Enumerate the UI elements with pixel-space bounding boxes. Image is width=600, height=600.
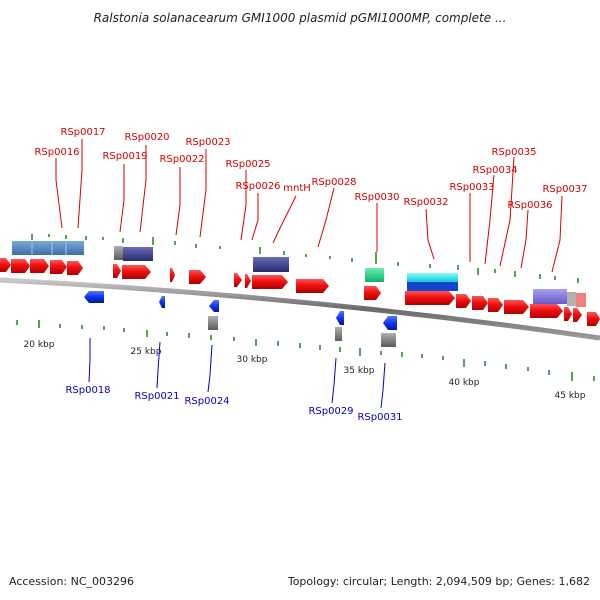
kbp-scale: 20 kbp 25 kbp 30 kbp 35 kbp 40 kbp 45 kb… bbox=[24, 340, 586, 401]
gene-label-top[interactable]: RSp0034 bbox=[472, 165, 517, 176]
gene-arrow-forward[interactable] bbox=[504, 300, 529, 314]
kbp-label: 25 kbp bbox=[131, 347, 162, 357]
gene-arrow-forward[interactable] bbox=[113, 264, 121, 278]
gene-label-top[interactable]: RSp0017 bbox=[60, 127, 105, 138]
gene-label-bottom[interactable]: RSp0031 bbox=[357, 412, 402, 423]
gene-arrow-forward[interactable] bbox=[488, 298, 503, 312]
gene-arrow-forward[interactable] bbox=[405, 291, 455, 305]
gene-arrow-forward[interactable] bbox=[530, 304, 563, 318]
map-title: Ralstonia solanacearum GMI1000 plasmid p… bbox=[94, 11, 507, 25]
gene-label-top[interactable]: mntH bbox=[283, 183, 311, 194]
gene-label-top[interactable]: RSp0030 bbox=[354, 192, 399, 203]
feature-track-upper bbox=[12, 241, 586, 307]
gene-arrow-forward[interactable] bbox=[364, 286, 381, 300]
gene-arrow-forward[interactable] bbox=[122, 265, 151, 279]
gene-label-top[interactable]: RSp0019 bbox=[102, 151, 147, 162]
gene-label-top[interactable]: RSp0023 bbox=[185, 137, 230, 148]
gene-arrow-forward[interactable] bbox=[11, 259, 30, 273]
feature-box[interactable] bbox=[114, 246, 123, 260]
gene-label-bottom[interactable]: RSp0018 bbox=[65, 385, 110, 396]
top-gene-labels: RSp0016 RSp0017 RSp0019 RSp0020 RSp0022 … bbox=[34, 127, 588, 273]
bottom-gene-labels: RSp0018 RSp0021 RSp0024 RSp0029 RSp0031 bbox=[65, 338, 403, 423]
feature-box[interactable] bbox=[381, 333, 396, 347]
gene-label-top[interactable]: RSp0036 bbox=[507, 200, 552, 211]
kbp-label: 35 kbp bbox=[344, 366, 375, 376]
accession-text: Accession: NC_003296 bbox=[9, 575, 134, 588]
gene-arrow-forward[interactable] bbox=[296, 279, 329, 293]
gene-label-top[interactable]: RSp0022 bbox=[159, 154, 204, 165]
gene-arrow-forward[interactable] bbox=[252, 275, 288, 289]
gene-arrow-forward[interactable] bbox=[573, 308, 582, 322]
gene-label-top[interactable]: RSp0033 bbox=[449, 182, 494, 193]
feature-box[interactable] bbox=[335, 327, 342, 341]
genome-backbone bbox=[0, 277, 600, 341]
gene-arrow-reverse[interactable] bbox=[84, 291, 104, 303]
gene-label-top[interactable]: RSp0028 bbox=[311, 177, 356, 188]
gene-arrow-reverse[interactable] bbox=[159, 296, 165, 308]
forward-genes bbox=[0, 258, 600, 326]
feature-box[interactable] bbox=[365, 268, 384, 282]
gene-label-top[interactable]: RSp0032 bbox=[403, 197, 448, 208]
gene-arrow-forward[interactable] bbox=[170, 268, 175, 282]
gene-label-top[interactable]: RSp0037 bbox=[542, 184, 587, 195]
gene-label-top[interactable]: RSp0035 bbox=[491, 147, 536, 158]
kbp-label: 40 kbp bbox=[449, 378, 480, 388]
gene-arrow-forward[interactable] bbox=[456, 294, 471, 308]
kbp-label: 30 kbp bbox=[237, 355, 268, 365]
feature-box[interactable] bbox=[533, 289, 567, 304]
feature-track-lower bbox=[208, 316, 396, 347]
gene-label-top[interactable]: RSp0026 bbox=[235, 181, 280, 192]
gene-label-bottom[interactable]: RSp0021 bbox=[134, 391, 179, 402]
gene-arrow-forward[interactable] bbox=[50, 260, 67, 274]
feature-box[interactable] bbox=[123, 247, 153, 261]
gene-arrow-forward[interactable] bbox=[234, 273, 242, 287]
kbp-label: 45 kbp bbox=[555, 391, 586, 401]
feature-box[interactable] bbox=[407, 282, 458, 291]
feature-box[interactable] bbox=[407, 273, 458, 282]
gene-arrow-forward[interactable] bbox=[189, 270, 206, 284]
feature-box[interactable] bbox=[567, 292, 576, 306]
gene-label-bottom[interactable]: RSp0024 bbox=[184, 396, 229, 407]
genome-summary-text: Topology: circular; Length: 2,094,509 bp… bbox=[287, 575, 590, 588]
gc-ticks-lower bbox=[16, 320, 595, 381]
gene-arrow-reverse[interactable] bbox=[336, 311, 344, 325]
gene-label-bottom[interactable]: RSp0029 bbox=[308, 406, 353, 417]
gene-arrow-forward[interactable] bbox=[564, 307, 572, 321]
feature-box[interactable] bbox=[576, 293, 586, 307]
gene-arrow-forward[interactable] bbox=[67, 261, 83, 275]
gene-arrow-forward[interactable] bbox=[30, 259, 49, 273]
gene-arrow-forward[interactable] bbox=[245, 274, 251, 288]
feature-box[interactable] bbox=[208, 316, 218, 330]
gene-label-top[interactable]: RSp0016 bbox=[34, 147, 79, 158]
gene-arrow-reverse[interactable] bbox=[209, 300, 219, 312]
gene-arrow-forward[interactable] bbox=[472, 296, 488, 310]
gene-arrow-forward[interactable] bbox=[0, 258, 11, 272]
feature-box[interactable] bbox=[12, 241, 84, 255]
gene-arrow-reverse[interactable] bbox=[383, 316, 397, 330]
kbp-label: 20 kbp bbox=[24, 340, 55, 350]
feature-box[interactable] bbox=[253, 257, 289, 272]
reverse-genes bbox=[84, 291, 397, 330]
gene-label-top[interactable]: RSp0025 bbox=[225, 159, 270, 170]
gene-arrow-forward[interactable] bbox=[587, 312, 600, 326]
gc-ticks-upper bbox=[31, 234, 579, 283]
gene-label-top[interactable]: RSp0020 bbox=[124, 132, 169, 143]
